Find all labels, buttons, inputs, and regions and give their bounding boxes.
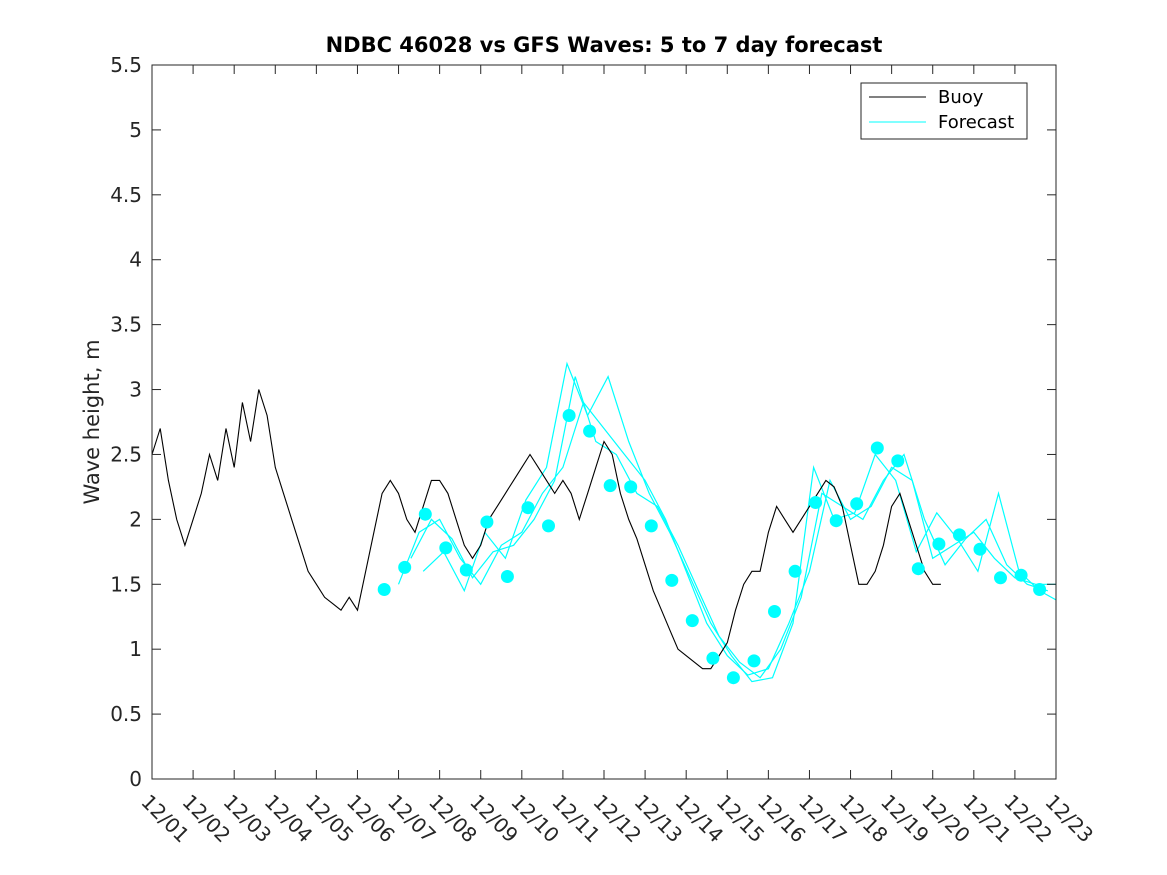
forecast-marker xyxy=(747,654,761,668)
y-tick-label: 1.5 xyxy=(110,572,142,596)
forecast-markers xyxy=(377,409,1047,685)
x-tick-label: 12/23 xyxy=(1040,790,1098,848)
forecast-marker xyxy=(706,651,720,665)
y-tick-label: 5.5 xyxy=(110,53,142,77)
y-tick-label: 3.5 xyxy=(110,313,142,337)
forecast-marker xyxy=(603,479,617,493)
forecast-marker xyxy=(398,560,412,574)
forecast-marker xyxy=(994,571,1007,585)
plot-area xyxy=(152,65,1056,779)
y-tick-label: 5 xyxy=(129,118,142,142)
legend-label-buoy: Buoy xyxy=(938,87,984,108)
y-tick-label: 4.5 xyxy=(110,183,142,207)
forecast-marker xyxy=(583,424,597,438)
forecast-marker xyxy=(829,514,843,528)
forecast-marker xyxy=(685,614,699,628)
forecast-marker xyxy=(891,454,905,468)
y-tick-label: 0.5 xyxy=(110,702,142,726)
y-tick-label: 1 xyxy=(129,637,142,661)
forecast-marker xyxy=(952,528,966,542)
y-axis-title: Wave height, m xyxy=(80,339,104,504)
forecast-marker xyxy=(788,564,802,578)
forecast-run-line-1 xyxy=(397,401,1056,676)
y-tick-label: 0 xyxy=(129,767,142,791)
forecast-marker xyxy=(911,562,925,576)
chart-title: NDBC 46028 vs GFS Waves: 5 to 7 day fore… xyxy=(326,33,883,57)
forecast-marker xyxy=(1014,568,1028,582)
forecast-marker xyxy=(726,671,740,685)
forecast-marker xyxy=(644,519,658,533)
forecast-marker xyxy=(932,537,946,551)
legend-label-forecast: Forecast xyxy=(938,112,1014,133)
y-tick-label: 2 xyxy=(129,507,142,531)
forecast-marker xyxy=(562,409,576,422)
buoy-line xyxy=(151,389,941,670)
forecast-marker xyxy=(850,497,864,511)
y-tick-label: 3 xyxy=(129,378,142,402)
forecast-marker xyxy=(809,496,823,509)
forecast-marker xyxy=(377,583,391,596)
forecast-marker xyxy=(1033,583,1047,596)
y-tick-label: 4 xyxy=(129,248,142,272)
y-tick-label: 2.5 xyxy=(110,442,142,466)
forecast-marker xyxy=(624,480,638,494)
forecast-marker xyxy=(459,563,473,577)
forecast-marker xyxy=(521,501,535,515)
forecast-marker xyxy=(542,519,555,533)
forecast-marker xyxy=(500,570,514,583)
buoy-series xyxy=(151,389,941,670)
forecast-marker xyxy=(870,441,884,455)
forecast-marker xyxy=(480,515,494,529)
forecast-marker xyxy=(418,507,432,521)
legend-box xyxy=(860,82,1028,140)
forecast-marker xyxy=(665,573,679,587)
legend: Buoy Forecast xyxy=(860,82,1028,140)
forecast-marker xyxy=(439,541,453,555)
forecast-run-line-2 xyxy=(410,376,1048,679)
forecast-marker xyxy=(973,542,987,556)
forecast-marker xyxy=(768,605,781,618)
